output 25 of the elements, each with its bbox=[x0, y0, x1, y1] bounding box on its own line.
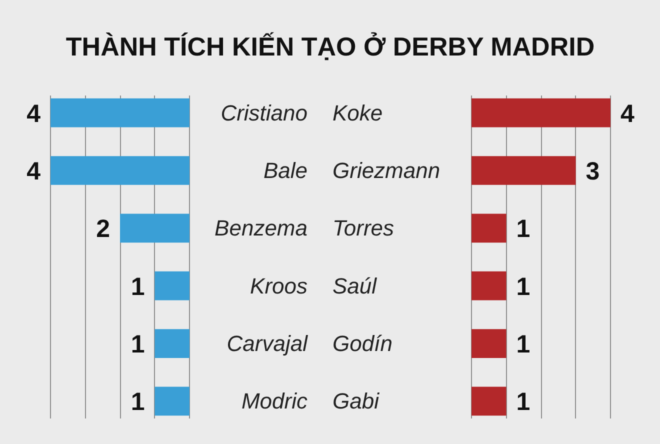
data-label: 1 bbox=[130, 330, 145, 359]
data-label: 1 bbox=[516, 215, 530, 244]
data-label: 1 bbox=[130, 388, 145, 416]
y-tick-label: Torres bbox=[332, 216, 394, 241]
y-tick-label: Koke bbox=[332, 100, 383, 126]
y-tick-label: Cristiano bbox=[220, 100, 308, 126]
text: THÀNH TÍCH KIẾN TẠO Ở DERBY MADRID bbox=[66, 32, 595, 62]
y-tick-label: Bale bbox=[263, 158, 308, 183]
y-tick-label: Saúl bbox=[332, 273, 378, 298]
y-tick-label: Kroos bbox=[250, 273, 308, 298]
y-tick-label: Griezmann bbox=[332, 158, 440, 183]
data-label: 1 bbox=[516, 272, 530, 301]
y-tick-label: Godín bbox=[332, 331, 392, 356]
y-tick-label: Gabi bbox=[332, 388, 380, 414]
y-tick-label: Benzema bbox=[214, 216, 308, 241]
data-label: 4 bbox=[26, 100, 41, 128]
data-label: 1 bbox=[130, 272, 145, 301]
y-tick-label: Modric bbox=[241, 388, 308, 414]
data-label: 3 bbox=[586, 157, 600, 186]
data-label: 1 bbox=[516, 388, 530, 416]
data-label: 4 bbox=[620, 100, 634, 128]
data-label: 4 bbox=[26, 157, 41, 186]
y-tick-label: Carvajal bbox=[226, 331, 309, 356]
data-label: 1 bbox=[516, 330, 530, 359]
data-label: 2 bbox=[96, 215, 110, 244]
